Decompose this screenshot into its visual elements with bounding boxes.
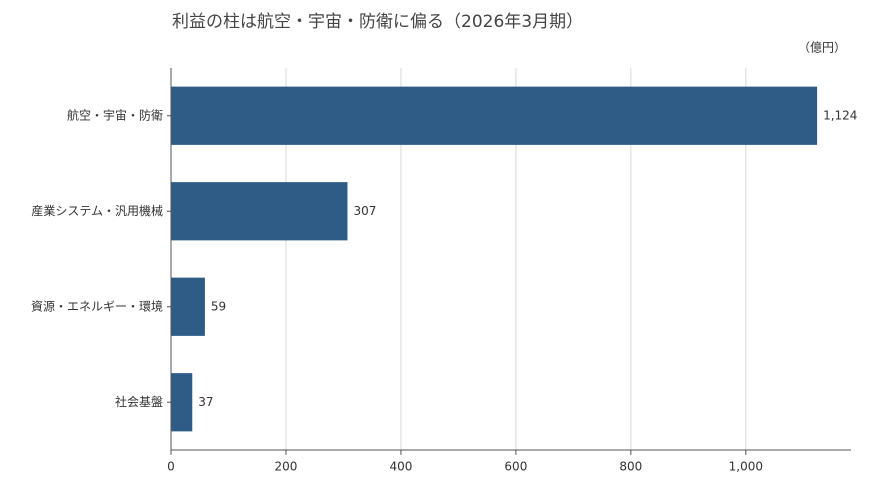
x-tick-label: 1,000 bbox=[729, 460, 763, 474]
unit-label: （億円） bbox=[798, 41, 846, 55]
x-tick-label: 400 bbox=[389, 460, 412, 474]
value-label: 1,124 bbox=[823, 108, 857, 122]
x-tick-label: 800 bbox=[619, 460, 642, 474]
y-tick-label: 資源・エネルギー・環境 bbox=[31, 298, 163, 313]
bar bbox=[171, 86, 818, 145]
value-label: 307 bbox=[353, 204, 376, 218]
value-label: 37 bbox=[198, 395, 213, 409]
y-tick-label: 社会基盤 bbox=[115, 394, 163, 409]
x-tick-label: 0 bbox=[167, 460, 175, 474]
x-tick-label: 200 bbox=[275, 460, 298, 474]
x-tick-label: 600 bbox=[504, 460, 527, 474]
bar bbox=[171, 277, 205, 336]
y-tick-label: 産業システム・汎用機械 bbox=[31, 203, 163, 218]
y-tick-label: 航空・宇宙・防衛 bbox=[67, 107, 163, 122]
bar bbox=[171, 373, 193, 432]
value-label: 59 bbox=[211, 299, 226, 313]
chart-title: 利益の柱は航空・宇宙・防衛に偏る（2026年3月期） bbox=[172, 12, 583, 32]
bar bbox=[171, 182, 348, 241]
